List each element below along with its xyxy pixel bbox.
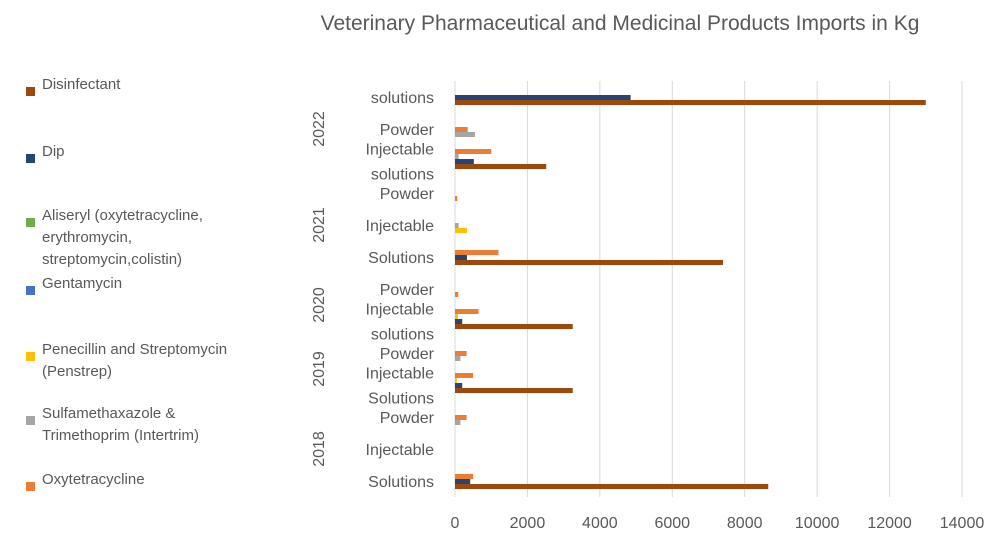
category-label: Injectable <box>366 366 435 383</box>
year-label: 2018 <box>311 431 328 467</box>
bar <box>455 95 631 100</box>
bar <box>455 196 458 201</box>
bar <box>455 164 547 169</box>
bar <box>455 154 459 159</box>
x-tick-label: 10000 <box>795 515 840 532</box>
category-label: Injectable <box>366 218 435 235</box>
bar <box>455 260 723 265</box>
bar <box>455 388 573 393</box>
x-tick-label: 6000 <box>654 515 690 532</box>
legend-swatch <box>26 87 35 96</box>
category-label: Powder <box>380 346 435 363</box>
x-tick-label: 4000 <box>582 515 618 532</box>
category-label: Solutions <box>368 474 434 491</box>
category-label: Injectable <box>366 302 435 319</box>
category-label: solutions <box>371 327 434 344</box>
bar <box>455 314 458 319</box>
bar <box>455 415 467 420</box>
bar <box>455 378 457 383</box>
bar <box>455 228 467 233</box>
legend-label: Aliseryl (oxytetracycline, erythromycin,… <box>42 207 203 268</box>
year-label: 2021 <box>311 207 328 243</box>
category-label: Powder <box>380 410 435 427</box>
bar <box>455 484 769 489</box>
legend-swatch <box>26 218 35 227</box>
legend-label: Gentamycin <box>42 275 123 292</box>
bar <box>455 292 459 297</box>
bar <box>455 356 461 361</box>
legend-swatch <box>26 416 35 425</box>
category-label: Powder <box>380 282 435 299</box>
bar <box>455 309 479 314</box>
x-tick-label: 14000 <box>940 515 985 532</box>
legend-swatch <box>26 286 35 295</box>
bar <box>455 255 467 260</box>
bar <box>455 250 499 255</box>
bar <box>455 100 926 105</box>
legend-label: Sulfamethaxazole & Trimethoprim (Intertr… <box>42 405 199 444</box>
chart-title: Veterinary Pharmaceutical and Medicinal … <box>320 12 920 35</box>
legend-swatch <box>26 482 35 491</box>
bar <box>455 479 471 484</box>
bar <box>455 319 463 324</box>
year-label: 2019 <box>311 351 328 387</box>
bar <box>455 351 467 356</box>
bar <box>455 159 474 164</box>
year-label: 2022 <box>311 111 328 147</box>
x-tick-label: 12000 <box>867 515 912 532</box>
bar <box>455 127 468 132</box>
bar <box>455 383 463 388</box>
category-label: Solutions <box>368 250 434 267</box>
bar <box>455 324 573 329</box>
x-tick-label: 2000 <box>510 515 546 532</box>
x-tick-label: 0 <box>451 515 460 532</box>
legend-swatch <box>26 154 35 163</box>
legend-label: Disinfectant <box>42 76 121 93</box>
bar <box>455 474 474 479</box>
x-tick-label: 8000 <box>727 515 763 532</box>
category-label: Powder <box>380 122 435 139</box>
bar <box>455 373 474 378</box>
bar <box>455 223 459 228</box>
legend-label: Dip <box>42 143 65 160</box>
year-label: 2020 <box>311 287 328 323</box>
bar <box>455 149 492 154</box>
bar <box>455 132 475 137</box>
legend-label: Penecillin and Streptomycin (Penstrep) <box>42 341 228 380</box>
category-label: Injectable <box>366 142 435 159</box>
category-label: Powder <box>380 186 435 203</box>
legend-swatch <box>26 352 35 361</box>
category-label: Injectable <box>366 442 435 459</box>
category-label: solutions <box>371 167 434 184</box>
category-label: Solutions <box>368 391 434 408</box>
legend-label: Oxytetracycline <box>42 471 145 488</box>
category-label: solutions <box>371 90 434 107</box>
bar <box>455 420 461 425</box>
